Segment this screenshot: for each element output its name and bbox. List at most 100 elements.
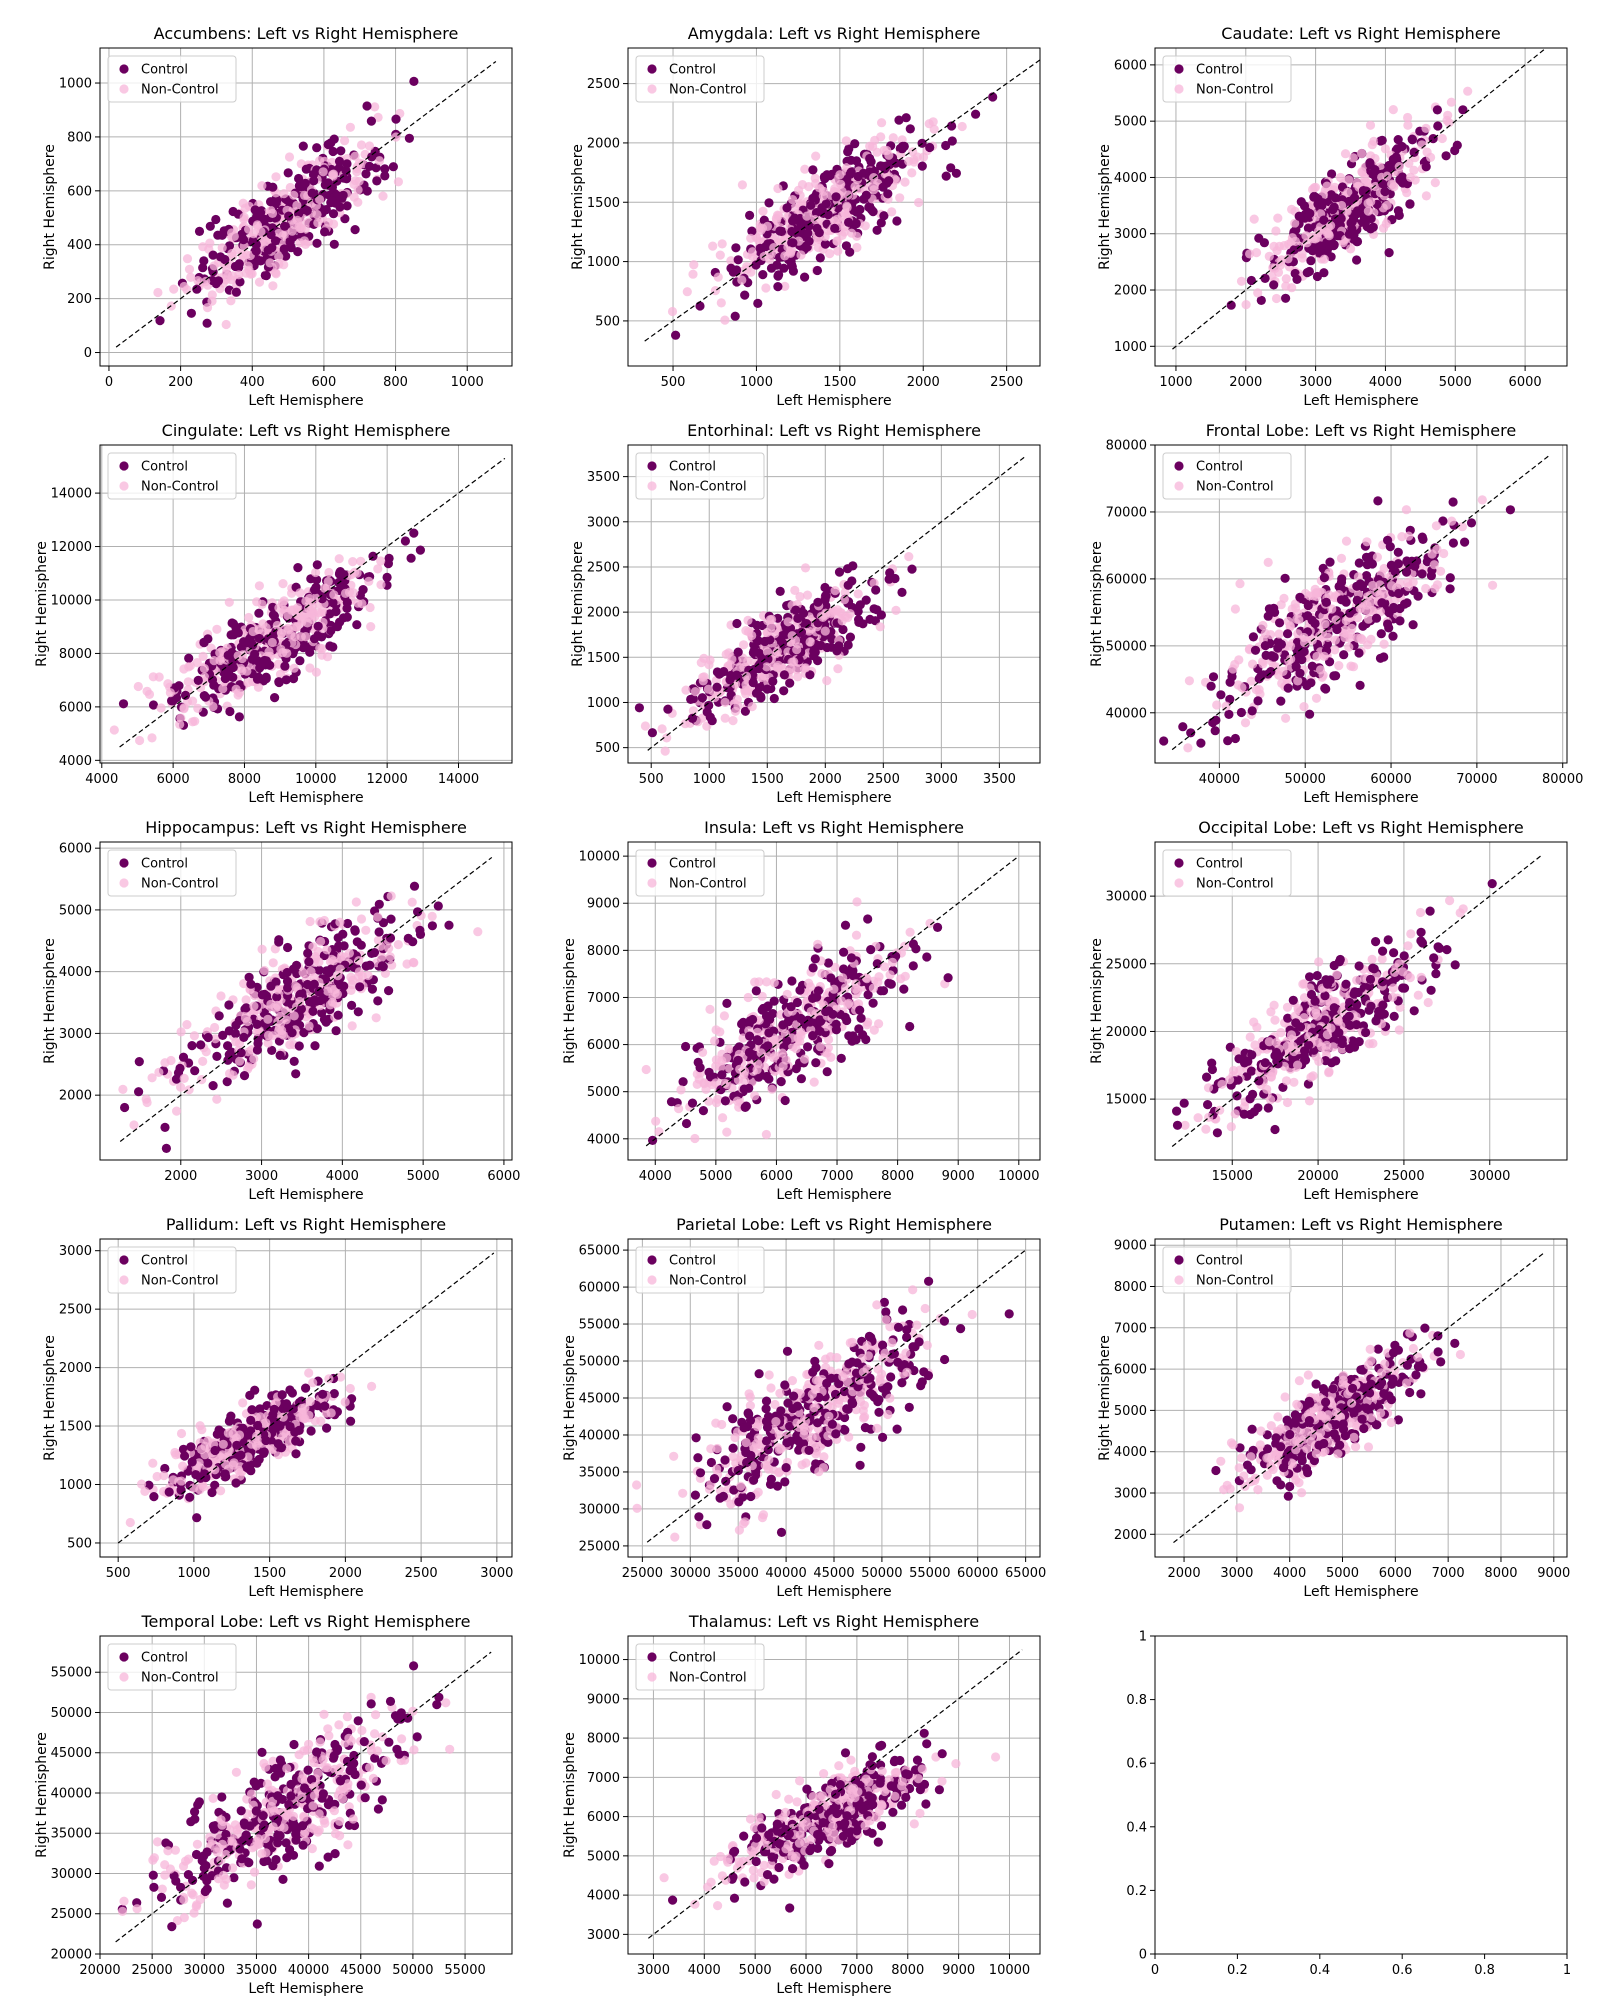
point-noncontrol — [198, 1056, 208, 1066]
point-control — [194, 226, 205, 236]
point-control — [282, 976, 293, 986]
point-control — [1247, 706, 1257, 716]
point-noncontrol — [257, 181, 267, 191]
legend-label-noncontrol: Non-Control — [669, 83, 747, 98]
point-control — [291, 1069, 301, 1079]
x-axis-label: Left Hemisphere — [776, 393, 891, 409]
point-noncontrol — [210, 1022, 220, 1033]
point-noncontrol — [852, 897, 862, 907]
point-noncontrol — [851, 979, 861, 989]
point-noncontrol — [314, 957, 324, 967]
point-noncontrol — [905, 927, 915, 937]
point-control — [1312, 271, 1322, 282]
point-noncontrol — [720, 697, 730, 708]
point-control — [822, 1067, 832, 1077]
point-noncontrol — [148, 672, 158, 682]
point-noncontrol — [692, 1079, 702, 1089]
point-noncontrol — [183, 677, 193, 687]
point-noncontrol — [340, 136, 350, 146]
subplot-title: Frontal Lobe: Left vs Right Hemisphere — [1206, 421, 1516, 440]
y-tick-label: 12000 — [51, 540, 92, 555]
point-noncontrol — [179, 664, 189, 674]
point-control — [234, 259, 244, 269]
point-control — [1304, 266, 1314, 277]
point-noncontrol — [1262, 1084, 1272, 1094]
x-tick-label: 5000 — [407, 1169, 440, 1184]
point-noncontrol — [1263, 557, 1273, 568]
point-control — [1345, 608, 1355, 618]
point-noncontrol — [900, 971, 910, 981]
point-control — [270, 236, 281, 246]
point-control — [788, 266, 799, 276]
point-control — [180, 690, 191, 701]
point-noncontrol — [1345, 629, 1356, 639]
point-noncontrol — [1431, 521, 1441, 531]
point-noncontrol — [250, 991, 260, 1001]
x-tick-label: 10000 — [998, 1169, 1039, 1184]
point-control — [252, 674, 263, 684]
point-noncontrol — [292, 200, 302, 210]
point-noncontrol — [1423, 997, 1433, 1008]
point-control — [1305, 208, 1315, 219]
point-control — [1380, 186, 1390, 197]
point-control — [840, 920, 851, 930]
point-noncontrol — [769, 243, 779, 253]
point-control — [826, 973, 836, 983]
point-noncontrol — [1281, 274, 1291, 284]
point-noncontrol — [385, 952, 395, 962]
point-control — [851, 219, 861, 229]
point-control — [333, 933, 343, 943]
point-control — [388, 162, 398, 172]
point-noncontrol — [182, 254, 193, 264]
point-noncontrol — [229, 231, 239, 241]
point-noncontrol — [833, 246, 843, 256]
point-noncontrol — [186, 272, 196, 282]
point-control — [208, 1081, 218, 1091]
point-control — [808, 193, 818, 203]
point-control — [869, 604, 879, 614]
point-noncontrol — [874, 972, 884, 982]
point-control — [409, 881, 420, 891]
y-tick-label: 8000 — [59, 647, 92, 662]
legend-marker-noncontrol — [647, 878, 657, 888]
point-noncontrol — [1320, 619, 1330, 629]
point-noncontrol — [156, 703, 166, 713]
point-control — [844, 217, 854, 227]
point-control — [821, 199, 831, 209]
point-noncontrol — [1352, 613, 1363, 623]
point-noncontrol — [667, 306, 678, 317]
point-control — [1355, 579, 1365, 589]
point-control — [1321, 597, 1331, 608]
point-control — [1368, 222, 1378, 232]
point-control — [850, 139, 860, 149]
point-noncontrol — [711, 1025, 721, 1035]
point-control — [220, 254, 230, 265]
point-control — [404, 133, 414, 143]
y-tick-label: 4000 — [59, 965, 92, 980]
point-noncontrol — [1266, 630, 1276, 640]
x-tick-label: 2000 — [809, 772, 842, 787]
legend-marker-control — [119, 461, 129, 471]
point-control — [764, 1074, 774, 1084]
point-control — [775, 586, 785, 597]
point-control — [238, 235, 249, 245]
point-noncontrol — [758, 206, 768, 216]
point-control — [1336, 577, 1347, 587]
point-noncontrol — [274, 603, 284, 613]
point-control — [856, 1013, 866, 1023]
point-control — [175, 1063, 185, 1073]
point-control — [687, 1098, 698, 1108]
x-tick-label: 500 — [639, 772, 664, 787]
point-noncontrol — [1377, 954, 1387, 964]
point-noncontrol — [347, 1021, 357, 1031]
point-noncontrol — [689, 260, 699, 270]
point-noncontrol — [914, 197, 924, 208]
point-noncontrol — [813, 242, 824, 253]
point-control — [1367, 559, 1377, 569]
point-noncontrol — [641, 1064, 651, 1075]
point-noncontrol — [129, 1120, 139, 1130]
point-control — [897, 144, 907, 154]
legend-marker-noncontrol — [119, 481, 129, 491]
point-control — [203, 634, 213, 644]
point-noncontrol — [1264, 251, 1274, 261]
